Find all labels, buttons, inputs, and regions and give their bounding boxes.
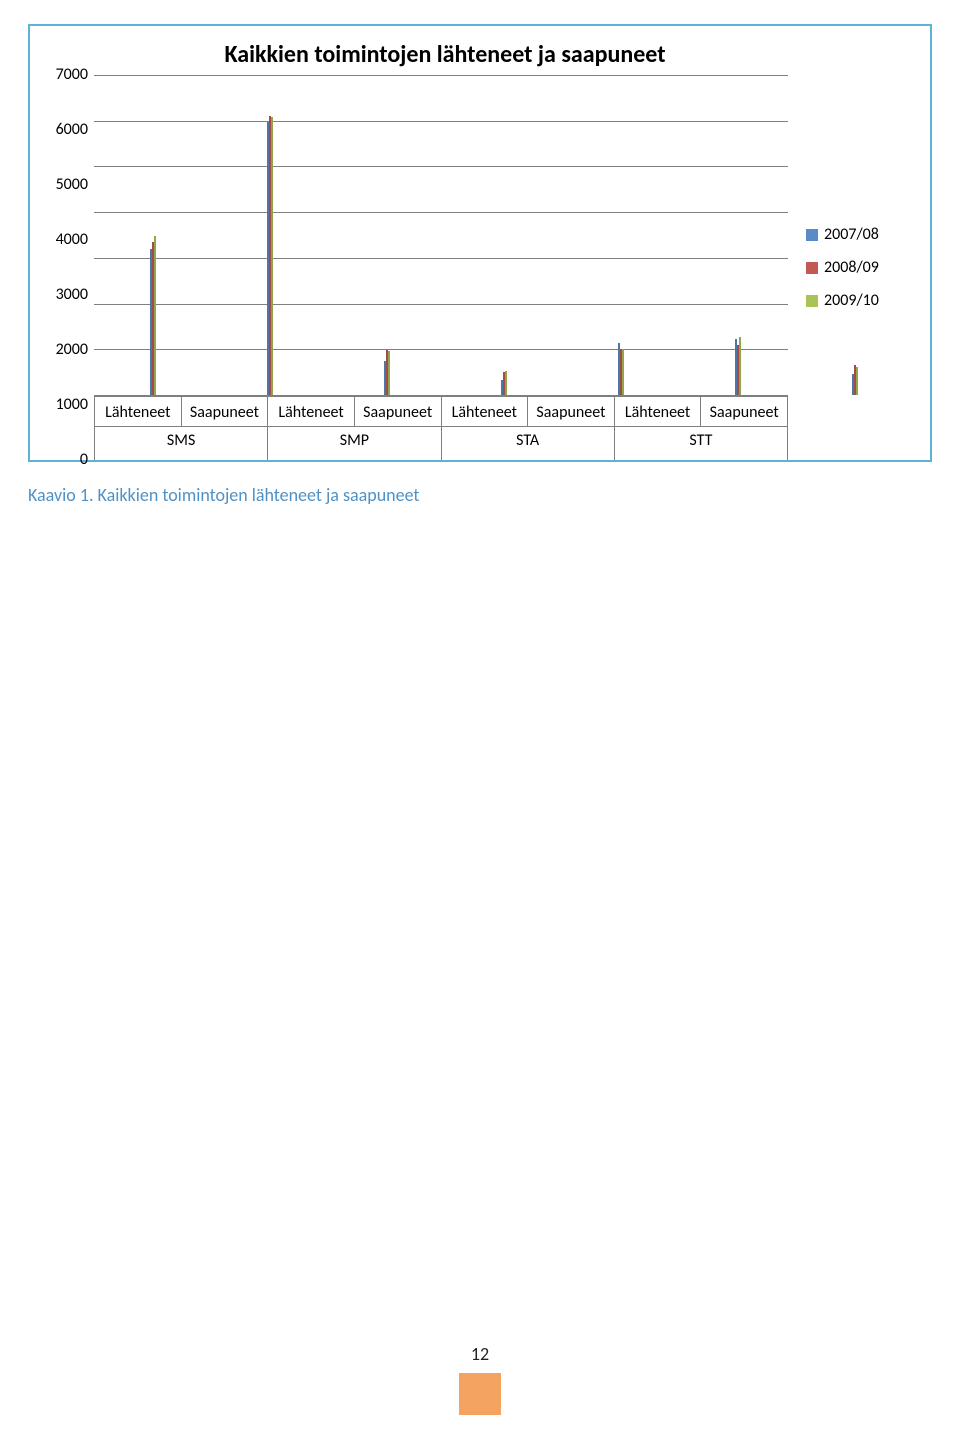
y-tick-label: 3000 — [56, 287, 88, 303]
y-tick-label: 4000 — [56, 232, 88, 248]
x-super-label: SMP — [267, 426, 440, 460]
plot-area — [94, 75, 788, 396]
bar — [739, 337, 741, 395]
bar — [388, 351, 390, 395]
bar-group — [445, 75, 562, 395]
footer-square-icon — [459, 1373, 501, 1415]
x-super-label: STA — [441, 426, 614, 460]
x-sub-label: Lähteneet — [94, 396, 181, 426]
bar-group — [562, 75, 679, 395]
bar — [271, 117, 273, 395]
y-tick-label: 5000 — [56, 177, 88, 193]
y-tick-label: 7000 — [56, 67, 88, 83]
bar — [505, 371, 507, 395]
bar-group — [796, 75, 913, 395]
bar-group — [94, 75, 211, 395]
x-axis-super-labels: SMSSMPSTASTT — [94, 426, 788, 460]
bar — [856, 367, 858, 395]
x-sub-label: Saapuneet — [354, 396, 441, 426]
bar — [154, 236, 156, 395]
y-tick-label: 1000 — [56, 397, 88, 413]
x-sub-label: Saapuneet — [181, 396, 268, 426]
bar-group — [679, 75, 796, 395]
x-super-label: SMS — [94, 426, 267, 460]
page-footer: 12 — [0, 1343, 960, 1420]
bar-group — [211, 75, 328, 395]
y-tick-label: 2000 — [56, 342, 88, 358]
chart-caption: Kaavio 1. Kaikkien toimintojen lähteneet… — [28, 484, 932, 506]
x-axis-sub-labels: LähteneetSaapuneetLähteneetSaapuneetLäht… — [94, 396, 788, 426]
plot-wrap: LähteneetSaapuneetLähteneetSaapuneetLäht… — [94, 75, 788, 460]
x-sub-label: Lähteneet — [441, 396, 528, 426]
x-sub-label: Saapuneet — [700, 396, 788, 426]
x-sub-label: Lähteneet — [267, 396, 354, 426]
y-tick-label: 0 — [80, 452, 88, 468]
x-sub-label: Saapuneet — [527, 396, 614, 426]
x-sub-label: Lähteneet — [614, 396, 701, 426]
bar-groups — [94, 75, 788, 395]
chart-frame: Kaikkien toimintojen lähteneet ja saapun… — [28, 24, 932, 462]
bar — [622, 349, 624, 395]
chart-body: 01000200030004000500060007000 LähteneetS… — [42, 75, 918, 460]
bar-group — [328, 75, 445, 395]
y-axis: 01000200030004000500060007000 — [42, 75, 94, 460]
chart-title: Kaikkien toimintojen lähteneet ja saapun… — [102, 40, 788, 75]
bar-group — [913, 75, 960, 395]
x-super-label: STT — [614, 426, 788, 460]
page-number: 12 — [0, 1343, 960, 1365]
y-tick-label: 6000 — [56, 122, 88, 138]
